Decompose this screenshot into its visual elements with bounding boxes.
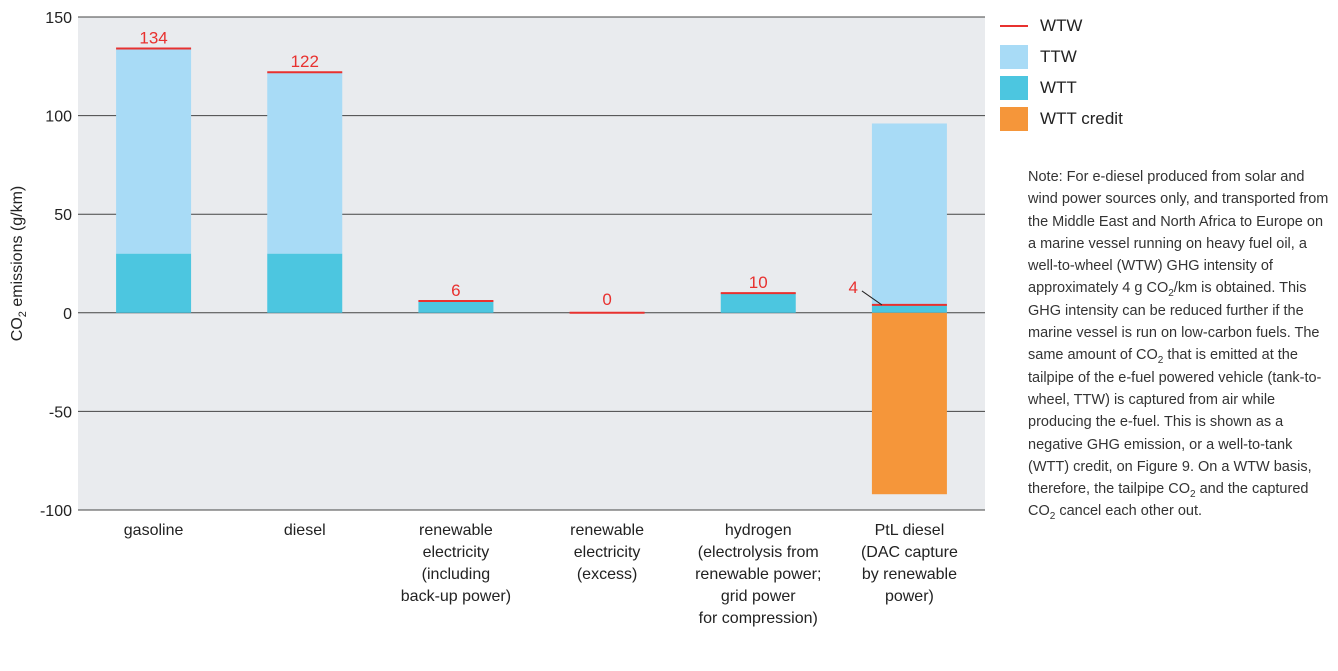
- wtw-value-label: 134: [139, 29, 167, 48]
- bars: [116, 48, 947, 495]
- wtw-value-label: 4: [848, 278, 857, 297]
- legend: WTW TTW WTT WTT credit: [1000, 10, 1330, 134]
- wtt-credit-swatch: [1000, 106, 1028, 131]
- legend-label-wtw: WTW: [1040, 15, 1083, 35]
- bar-ttw: [116, 48, 192, 254]
- bar-wtt: [267, 253, 343, 313]
- x-category-label: power): [885, 588, 934, 605]
- legend-item-wtw: WTW: [1000, 10, 1330, 41]
- wtw-markers: 134 122 6 0 10 4: [116, 29, 947, 314]
- y-axis-label-main: CO: [9, 317, 26, 341]
- note-part-2: /km is obtained. This GHG intensity can …: [1028, 280, 1320, 364]
- wtw-value-label: 122: [291, 52, 319, 71]
- x-category-label: for compression): [699, 610, 818, 627]
- x-category-label: grid power: [721, 588, 796, 605]
- x-category-label: (DAC capture: [861, 544, 958, 561]
- legend-item-wtt-credit: WTT credit: [1000, 103, 1330, 134]
- x-category-label: renewable power;: [695, 566, 821, 583]
- wtt-swatch: [1000, 75, 1028, 100]
- x-category-label: gasoline: [124, 522, 184, 539]
- x-category-label: (including: [422, 566, 490, 583]
- x-category-label: electricity: [423, 544, 490, 561]
- note-part-3: that is emitted at the tailpipe of the e…: [1028, 347, 1322, 498]
- co2-emissions-chart: 134 122 6 0 10 4 150 100 50 0 -50 -100 gasoline die…: [9, 10, 985, 627]
- wtw-leader-line: [861, 290, 883, 306]
- legend-label-ttw: TTW: [1040, 46, 1077, 66]
- note-sub-3: 2: [1190, 489, 1196, 501]
- bar-wtt-credit: [871, 312, 947, 495]
- note-part-5: cancel each other out.: [1055, 503, 1203, 520]
- x-category-label: renewable: [419, 522, 493, 539]
- x-category-label: (electrolysis from: [698, 544, 819, 561]
- y-tick-label: -100: [40, 503, 72, 520]
- y-tick-label: 50: [54, 207, 72, 224]
- x-category-label: diesel: [284, 522, 326, 539]
- grid-lines: [78, 16, 985, 511]
- bar-wtt: [720, 293, 796, 313]
- wtw-value-label: 6: [451, 281, 460, 300]
- bar-wtt: [871, 304, 947, 313]
- note-sub-1: 2: [1168, 288, 1174, 300]
- x-category-label: electricity: [574, 544, 641, 561]
- wtw-line-swatch: [1000, 24, 1028, 27]
- y-axis-label: CO2 emissions (g/km): [9, 186, 29, 341]
- note-sub-2: 2: [1157, 355, 1164, 367]
- y-axis-label-rest: emissions (g/km): [9, 186, 26, 311]
- y-tick-label: 150: [45, 10, 72, 27]
- x-category-label: back-up power): [401, 588, 511, 605]
- y-axis-label-subscript: 2: [17, 311, 29, 317]
- note-part-4: and the captured CO: [1028, 481, 1309, 520]
- x-category-label: (excess): [577, 566, 637, 583]
- x-category-label: hydrogen: [725, 522, 792, 539]
- bar-ttw: [267, 72, 343, 254]
- x-category-label: PtL diesel: [875, 522, 945, 539]
- note-part-1: Note: For e-diesel produced from solar a…: [1028, 169, 1329, 297]
- wtw-value-label: 10: [749, 273, 768, 292]
- x-category-label: by renewable: [862, 566, 957, 583]
- bar-wtt: [116, 253, 192, 313]
- legend-label-wtt-credit: WTT credit: [1040, 108, 1123, 128]
- bar-ttw: [871, 123, 947, 305]
- plot-background: [78, 17, 985, 510]
- y-tick-label: 100: [45, 109, 72, 126]
- x-category-label: renewable: [570, 522, 644, 539]
- wtw-value-label: 0: [602, 290, 611, 309]
- legend-label-wtt: WTT: [1040, 77, 1077, 97]
- note-sub-4: 2: [1049, 511, 1056, 523]
- bar-wtt: [418, 300, 494, 313]
- chart-note: Note: For e-diesel produced from solar a…: [1028, 166, 1334, 523]
- y-axis-ticks: 150 100 50 0 -50 -100: [40, 10, 72, 520]
- legend-item-ttw: TTW: [1000, 41, 1330, 72]
- ttw-swatch: [1000, 44, 1028, 69]
- x-axis-category-labels: gasoline diesel renewable electricity (inclu…: [124, 522, 958, 627]
- y-tick-label: 0: [63, 306, 72, 323]
- y-tick-label: -50: [49, 404, 72, 421]
- legend-item-wtt: WTT: [1000, 72, 1330, 103]
